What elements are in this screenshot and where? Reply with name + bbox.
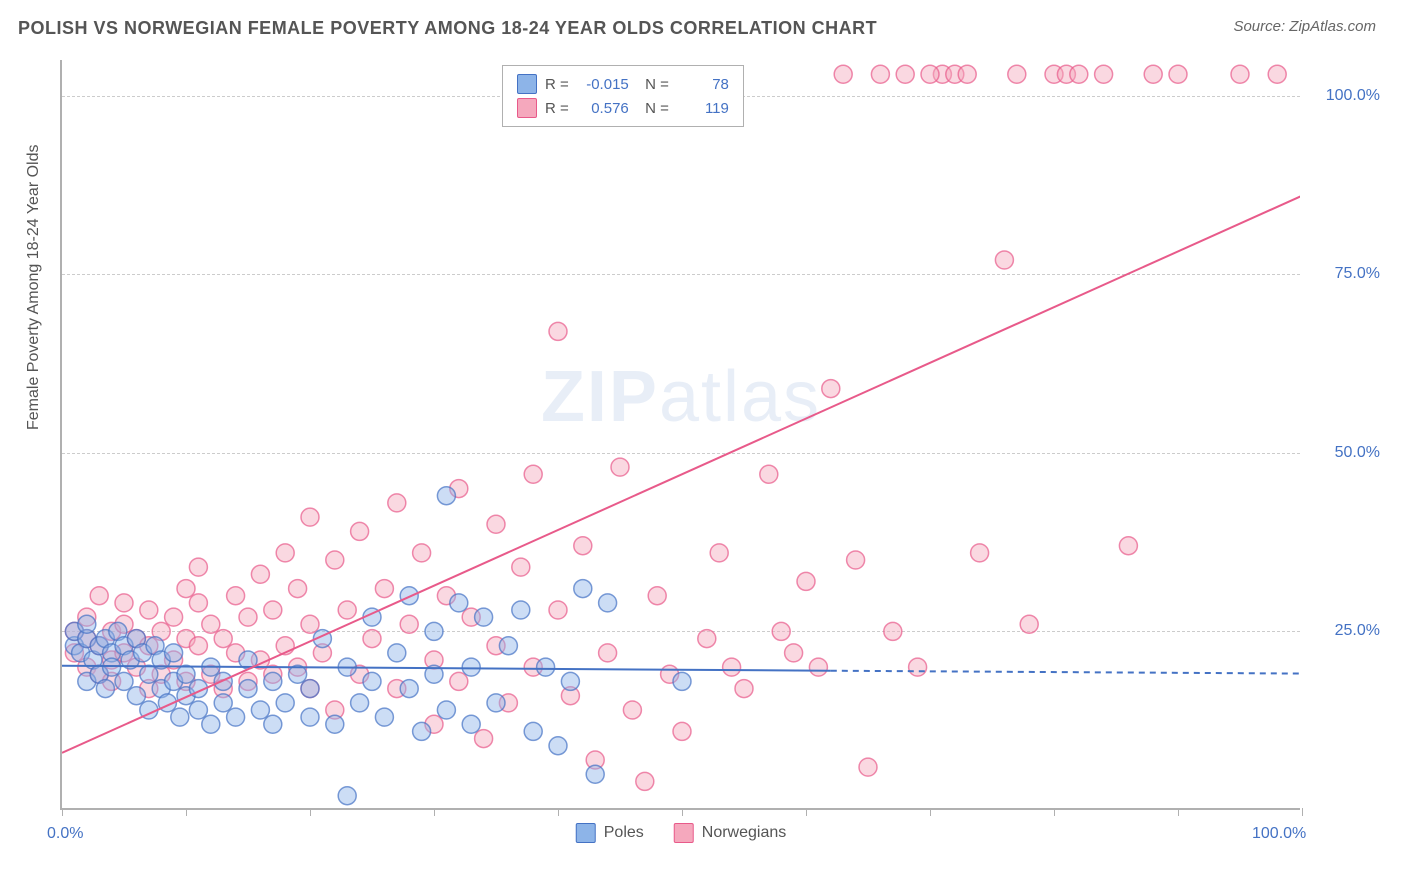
legend-swatch-norwegians <box>517 98 537 118</box>
legend-swatch-poles <box>576 823 596 843</box>
chart-area: ZIPatlas R = -0.015 N = 78 R = 0.576 N =… <box>60 60 1300 810</box>
x-tick <box>682 808 683 816</box>
x-tick <box>1302 808 1303 816</box>
x-tick <box>930 808 931 816</box>
x-tick <box>434 808 435 816</box>
x-tick <box>1054 808 1055 816</box>
legend-r-label: R = <box>545 76 569 93</box>
series-legend: Poles Norwegians <box>576 823 787 843</box>
legend-swatch-poles <box>517 74 537 94</box>
scatter-plot <box>62 60 1300 808</box>
y-tick-label: 50.0% <box>1310 444 1380 462</box>
legend-item-poles: Poles <box>576 823 644 843</box>
y-axis-label: Female Poverty Among 18-24 Year Olds <box>25 145 43 431</box>
legend-row-poles: R = -0.015 N = 78 <box>517 72 729 96</box>
legend-n-label: N = <box>637 76 669 93</box>
legend-r-label: R = <box>545 100 569 117</box>
legend-label-poles: Poles <box>604 824 644 842</box>
x-tick <box>186 808 187 816</box>
correlation-legend: R = -0.015 N = 78 R = 0.576 N = 119 <box>502 65 744 127</box>
legend-label-norwegians: Norwegians <box>702 824 786 842</box>
x-tick-label: 0.0% <box>47 825 83 843</box>
x-tick <box>806 808 807 816</box>
legend-swatch-norwegians <box>674 823 694 843</box>
x-tick <box>1178 808 1179 816</box>
legend-n-label: N = <box>637 100 669 117</box>
y-tick-label: 100.0% <box>1310 87 1380 105</box>
source-label: Source: ZipAtlas.com <box>1233 18 1376 35</box>
legend-n-value-poles: 78 <box>677 76 729 93</box>
y-tick-label: 25.0% <box>1310 622 1380 640</box>
legend-row-norwegians: R = 0.576 N = 119 <box>517 96 729 120</box>
x-tick <box>310 808 311 816</box>
legend-n-value-norwegians: 119 <box>677 100 729 117</box>
legend-item-norwegians: Norwegians <box>674 823 786 843</box>
legend-r-value-norwegians: 0.576 <box>577 100 629 117</box>
x-tick-label: 100.0% <box>1252 825 1306 843</box>
y-tick-label: 75.0% <box>1310 265 1380 283</box>
x-tick <box>558 808 559 816</box>
chart-title: POLISH VS NORWEGIAN FEMALE POVERTY AMONG… <box>18 18 877 39</box>
x-tick <box>62 808 63 816</box>
legend-r-value-poles: -0.015 <box>577 76 629 93</box>
